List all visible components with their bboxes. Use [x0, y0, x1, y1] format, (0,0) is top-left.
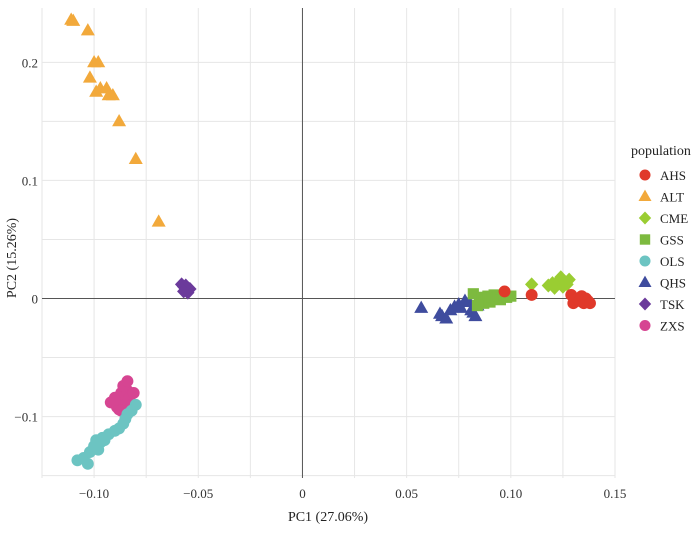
series-ols: [71, 398, 142, 470]
point-ols: [81, 457, 94, 470]
zero-lines: [42, 8, 615, 478]
point-alt: [105, 88, 120, 101]
point-qhs: [453, 300, 468, 313]
series-tsk: [174, 277, 197, 300]
series-ahs: [498, 285, 596, 310]
point-ols: [129, 398, 142, 411]
point-ahs: [498, 285, 511, 298]
legend-item-gss: GSS: [639, 233, 684, 248]
legend-marker-tsk: [638, 297, 652, 311]
point-gss: [471, 299, 484, 312]
legend-label: CME: [660, 211, 688, 226]
point-qhs: [439, 311, 454, 324]
point-zxs: [121, 375, 134, 388]
point-alt: [91, 54, 106, 68]
legend-marker-ahs: [639, 169, 651, 181]
point-ols: [96, 431, 109, 444]
x-tick-label: 0: [299, 486, 306, 501]
legend-label: TSK: [660, 297, 685, 312]
point-ahs: [584, 297, 596, 310]
y-tick-label: −0.1: [14, 410, 38, 425]
legend-item-qhs: QHS: [638, 275, 686, 291]
legend-item-alt: ALT: [638, 189, 684, 205]
series-zxs: [104, 375, 140, 417]
legend-marker-alt: [638, 189, 652, 202]
point-gss: [505, 290, 517, 302]
legend-label: AHS: [660, 168, 686, 183]
data-points: [64, 12, 596, 470]
legend-item-tsk: TSK: [638, 297, 685, 312]
point-alt: [82, 70, 97, 83]
legend-title: population: [631, 144, 691, 159]
point-alt: [80, 23, 95, 36]
x-tick-label: 0.10: [499, 486, 522, 501]
legend-label: ZXS: [660, 319, 685, 334]
legend-label: GSS: [660, 233, 684, 248]
x-tick-label: 0.05: [395, 486, 418, 501]
point-qhs: [414, 300, 429, 313]
point-alt: [99, 80, 114, 94]
point-zxs: [108, 394, 121, 407]
point-tsk: [183, 282, 197, 297]
legend-item-ahs: AHS: [639, 168, 686, 183]
point-alt: [66, 13, 81, 26]
point-cme: [556, 279, 570, 294]
legend-marker-ols: [639, 255, 651, 267]
y-tick-label: 0.1: [22, 173, 38, 188]
point-qhs: [468, 308, 483, 322]
point-alt: [128, 151, 143, 165]
point-alt: [151, 214, 166, 227]
point-gss: [467, 288, 479, 300]
point-zxs: [127, 387, 140, 399]
legend-item-ols: OLS: [639, 254, 685, 269]
point-alt: [112, 114, 127, 127]
point-ahs: [525, 289, 538, 301]
y-tick-label: 0: [32, 292, 39, 307]
y-axis-title: PC2 (15.26%): [5, 218, 20, 298]
legend-item-cme: CME: [638, 211, 688, 226]
point-ols: [92, 443, 105, 456]
legend-label: ALT: [660, 190, 684, 205]
legend-label: QHS: [660, 276, 686, 291]
legend: population AHS ALT CME GSS OLS QHS TSK ZXS: [631, 144, 691, 334]
x-tick-label: −0.05: [183, 486, 213, 501]
y-tick-label: 0.2: [22, 55, 38, 70]
legend-marker-zxs: [639, 319, 651, 332]
legend-label: OLS: [660, 254, 685, 269]
legend-item-zxs: ZXS: [639, 319, 685, 334]
point-cme: [525, 277, 539, 292]
series-gss: [467, 288, 517, 312]
x-tick-label: −0.10: [79, 486, 109, 501]
x-axis-title: PC1 (27.06%): [288, 510, 368, 525]
series-cme: [525, 270, 576, 295]
point-tsk: [177, 284, 191, 299]
legend-items: AHS ALT CME GSS OLS QHS TSK ZXS: [638, 168, 688, 334]
x-tick-label: 0.15: [604, 486, 627, 501]
series-alt: [64, 12, 166, 227]
x-tick-labels: −0.10 −0.05 0 0.05 0.10 0.15: [79, 486, 626, 501]
y-tick-labels: −0.1 0 0.1 0.2: [14, 55, 38, 424]
legend-marker-gss: [639, 234, 651, 245]
legend-marker-qhs: [638, 275, 652, 288]
legend-marker-cme: [638, 211, 652, 225]
